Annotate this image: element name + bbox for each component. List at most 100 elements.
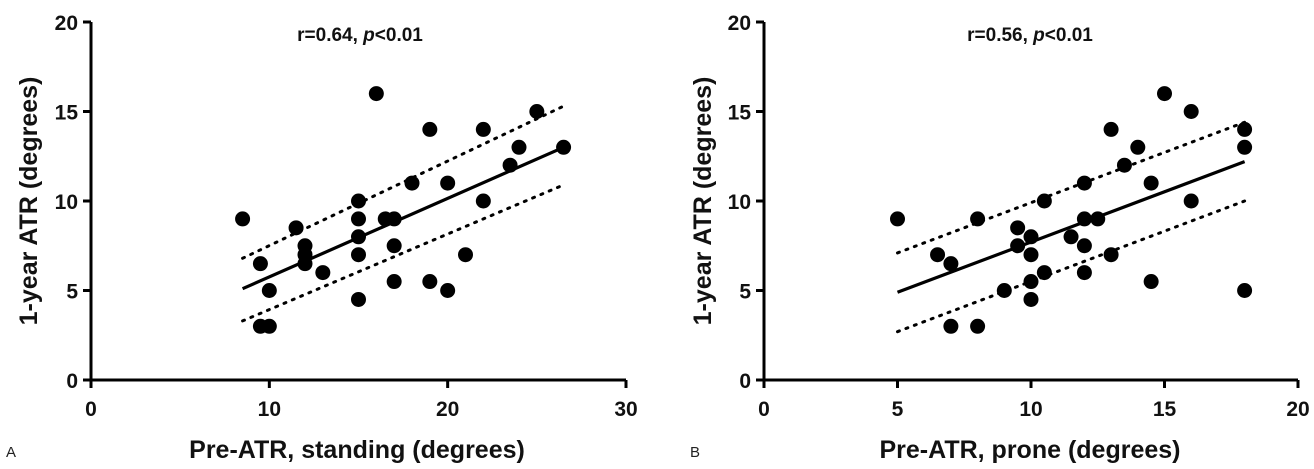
data-point <box>351 211 366 227</box>
y-tick-label: 5 <box>739 281 751 304</box>
panel-a-letter: A <box>6 444 16 461</box>
x-tick-label: 15 <box>1153 398 1177 421</box>
y-tick-label: 5 <box>66 281 78 304</box>
data-point <box>288 220 304 236</box>
data-point <box>1023 229 1039 245</box>
confidence-band-upper <box>896 120 1247 255</box>
panel-a-axes <box>89 22 626 382</box>
x-tick-label: 10 <box>1019 398 1042 421</box>
data-point <box>368 86 384 102</box>
data-point <box>930 247 946 263</box>
confidence-band-lower <box>896 199 1247 334</box>
panel-b-y-axis-title: 1-year ATR (degrees) <box>689 77 717 326</box>
panel-a-correlation-annotation: r=0.64, p<0.01 <box>297 25 423 46</box>
data-point <box>351 291 366 307</box>
data-point <box>261 283 277 298</box>
data-point <box>386 211 402 227</box>
data-point <box>1076 211 1092 227</box>
data-point <box>1023 291 1039 307</box>
data-point <box>1076 175 1092 191</box>
x-tick-label: 0 <box>85 398 97 421</box>
data-point <box>315 265 331 281</box>
data-point <box>252 256 268 272</box>
data-point <box>1076 238 1092 254</box>
panel-a: A r=0.64, p<0.01 Pre-ATR, standing (degr… <box>6 12 638 464</box>
y-tick-label: 10 <box>55 191 78 214</box>
data-point <box>440 283 456 298</box>
panel-a-points <box>235 86 572 334</box>
data-point <box>1237 139 1253 155</box>
confidence-band-upper <box>241 104 566 260</box>
x-tick-label: 0 <box>758 398 770 421</box>
data-point <box>1090 211 1106 227</box>
panel-b-correlation-annotation: r=0.56, p<0.01 <box>967 25 1093 46</box>
x-tick-label: 30 <box>614 398 637 421</box>
data-point <box>1103 247 1119 263</box>
panel-a-ticks: 0 10 20 30 0 5 10 15 20 <box>55 12 638 421</box>
data-point <box>1143 175 1159 191</box>
data-point <box>1130 139 1146 155</box>
data-point <box>502 157 518 173</box>
y-tick-label: 20 <box>55 12 78 35</box>
data-point <box>1183 104 1199 119</box>
y-tick-label: 0 <box>739 370 751 393</box>
data-point <box>235 211 251 227</box>
data-point <box>351 247 366 263</box>
panel-b-confidence-bands <box>896 120 1247 334</box>
data-point <box>529 104 545 119</box>
panel-a-confidence-bands <box>241 104 566 323</box>
data-point <box>1237 283 1253 298</box>
data-point <box>475 193 491 209</box>
data-point <box>422 121 438 137</box>
panel-a-y-axis-title: 1-year ATR (degrees) <box>15 77 43 326</box>
y-tick-label: 20 <box>728 12 751 35</box>
data-point <box>261 318 277 334</box>
data-point <box>475 121 491 137</box>
data-point <box>1143 274 1159 290</box>
data-point <box>943 318 959 334</box>
y-tick-label: 15 <box>55 102 79 125</box>
data-point <box>970 318 986 334</box>
data-point <box>511 139 527 155</box>
data-point <box>386 238 402 254</box>
data-point <box>1063 229 1079 245</box>
data-point <box>458 247 473 263</box>
x-tick-label: 20 <box>1286 398 1309 421</box>
data-point <box>1183 193 1199 209</box>
confidence-band-lower <box>241 183 566 323</box>
regression-line <box>896 160 1246 294</box>
panel-b-ticks: 0 5 10 15 20 0 5 10 15 20 <box>728 12 1310 421</box>
y-tick-label: 10 <box>728 191 751 214</box>
data-point <box>996 283 1012 298</box>
data-point <box>556 139 572 155</box>
y-tick-label: 15 <box>728 102 752 125</box>
data-point <box>970 211 986 227</box>
panel-b: B r=0.56, p<0.01 Pre-ATR, prone (degrees… <box>689 12 1310 464</box>
data-point <box>297 256 313 272</box>
data-point <box>1116 157 1132 173</box>
data-point <box>890 211 905 227</box>
data-point <box>1237 121 1253 137</box>
data-point <box>1036 193 1052 209</box>
panel-b-axes <box>762 22 1298 382</box>
data-point <box>440 175 456 191</box>
data-point <box>1010 220 1026 236</box>
panel-a-x-axis-title: Pre-ATR, standing (degrees) <box>189 436 525 464</box>
x-tick-label: 20 <box>436 398 459 421</box>
data-point <box>404 175 420 191</box>
panel-b-letter: B <box>690 444 700 461</box>
panel-b-x-axis-title: Pre-ATR, prone (degrees) <box>880 436 1181 464</box>
x-tick-label: 10 <box>258 398 281 421</box>
data-point <box>422 274 438 290</box>
data-point <box>1023 274 1039 290</box>
data-point <box>943 256 959 272</box>
y-tick-label: 0 <box>66 370 78 393</box>
data-point <box>1023 247 1039 263</box>
data-point <box>1010 238 1026 254</box>
data-point <box>1157 86 1172 102</box>
data-point <box>351 229 366 245</box>
data-point <box>351 193 366 209</box>
panel-b-regression-line <box>896 160 1246 294</box>
data-point <box>386 274 402 290</box>
